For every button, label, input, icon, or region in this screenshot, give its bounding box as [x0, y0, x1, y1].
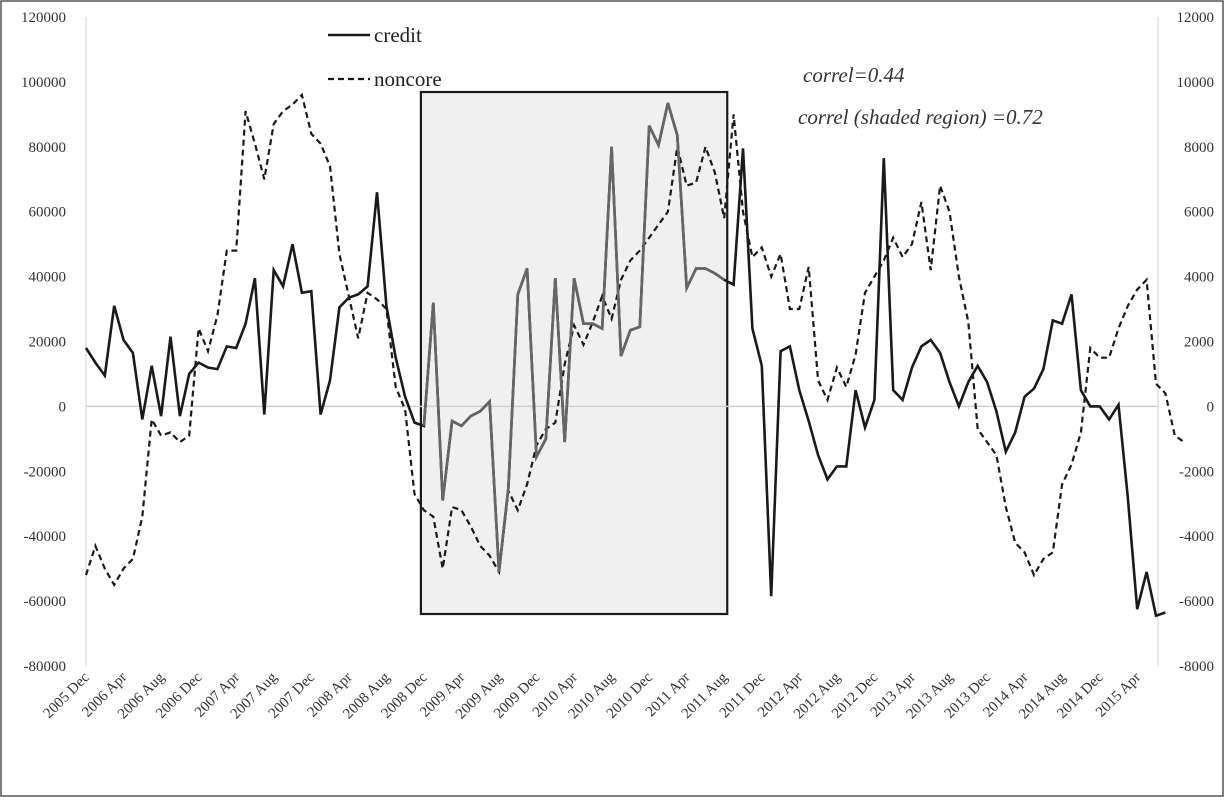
right-tick-label: -4000	[1179, 529, 1214, 545]
left-tick-label: 0	[59, 399, 67, 415]
left-tick-label: -40000	[24, 529, 67, 545]
left-tick-label: -60000	[24, 594, 67, 610]
right-tick-label: 8000	[1184, 140, 1214, 156]
left-tick-label: -20000	[24, 464, 67, 480]
right-tick-label: -8000	[1179, 659, 1214, 675]
right-tick-label: 6000	[1184, 205, 1214, 221]
left-tick-label: -80000	[24, 659, 67, 675]
credit-series-shaded-segment	[422, 102, 725, 573]
shaded-region	[419, 90, 729, 616]
right-tick-label: 10000	[1177, 75, 1215, 91]
right-tick-label: -2000	[1179, 464, 1214, 480]
left-tick-label: 60000	[29, 205, 67, 221]
left-tick-label: 40000	[29, 270, 67, 286]
right-tick-label: -6000	[1179, 594, 1214, 610]
left-tick-label: 120000	[21, 10, 66, 26]
right-tick-label: 0	[1207, 399, 1215, 415]
legend-credit-label: credit	[374, 23, 422, 47]
left-tick-label: 20000	[29, 335, 67, 351]
legend-noncore-label: noncore	[374, 67, 442, 91]
correl-shaded-annotation: correl (shaded region) =0.72	[798, 105, 1043, 129]
left-tick-label: 80000	[29, 140, 67, 156]
right-tick-label: 12000	[1177, 10, 1215, 26]
left-tick-label: 100000	[21, 75, 66, 91]
correl-annotation: correl=0.44	[803, 63, 905, 87]
right-tick-label: 4000	[1184, 270, 1214, 286]
right-tick-label: 2000	[1184, 335, 1214, 351]
noncore-series-line	[84, 92, 1185, 588]
